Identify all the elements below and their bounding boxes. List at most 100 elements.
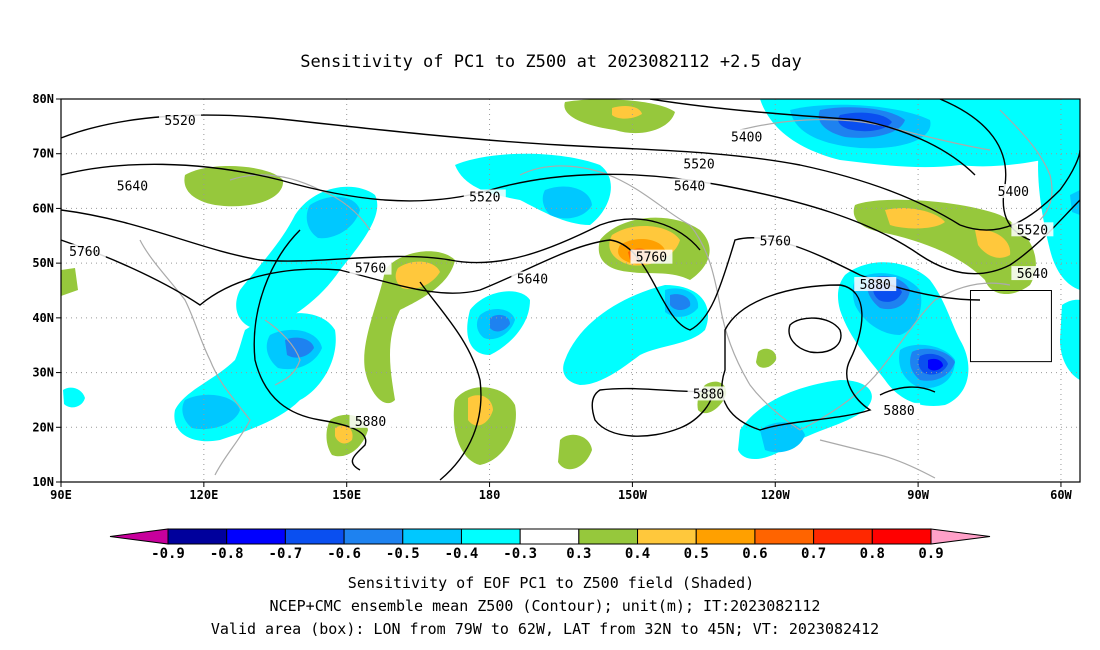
colorbar-bin xyxy=(284,528,345,545)
colorbar-label: 0.5 xyxy=(684,546,709,562)
contour-label-bg xyxy=(1011,266,1054,281)
lat-tick-label: 30N xyxy=(32,366,54,380)
contour-label-bg xyxy=(992,184,1035,199)
contour-5760 xyxy=(61,237,981,331)
contour-label: 5880 xyxy=(693,387,724,402)
contour-label-bg xyxy=(678,156,721,171)
shade-yellow-region xyxy=(335,425,353,444)
longitude-axis: 90E 120E 150E 180 150W 120W 90W 60W xyxy=(50,482,1073,502)
map-plot-area: 5520 5400 5520 5640 5640 5520 5400 5520 5760 5760… xyxy=(61,99,1080,482)
shade-blue-region xyxy=(306,196,360,239)
contour-5880-e xyxy=(788,317,842,354)
contour-label: 5640 xyxy=(1017,267,1048,282)
contour-label-bg xyxy=(511,271,554,286)
colorbar-bin xyxy=(754,528,815,545)
colorbar-label: -0.3 xyxy=(503,546,537,562)
colorbar-label: -0.9 xyxy=(151,546,185,562)
contour-label-bg xyxy=(349,260,392,275)
contour-5520 xyxy=(61,114,961,226)
coastline-north-america-west xyxy=(689,224,801,431)
contour-label-bg xyxy=(463,189,506,204)
lat-tick-label: 10N xyxy=(32,475,54,489)
colorbar-bin xyxy=(813,528,873,545)
contour-5880-c xyxy=(591,387,714,437)
coastline-east-asia xyxy=(139,239,251,476)
contour-label: 5640 xyxy=(117,180,148,195)
colorbar-bin xyxy=(402,528,462,545)
figure-title: Sensitivity of PC1 to Z500 at 2023082112… xyxy=(300,52,802,72)
lon-tick-label: 90E xyxy=(50,488,72,502)
coastline-north-america-east xyxy=(799,282,1011,431)
lon-tick-label: 120W xyxy=(761,488,791,502)
colorbar-bin xyxy=(578,528,639,545)
colorbar-right-arrow xyxy=(930,528,991,545)
shade-green-region xyxy=(364,251,455,404)
colorbar-bin xyxy=(226,528,286,545)
contour-5880-d xyxy=(721,284,872,431)
shade-lightblue-region xyxy=(63,387,85,408)
colorbar-label: 0.4 xyxy=(625,546,650,562)
lon-tick-label: 120E xyxy=(189,488,218,502)
shade-yellow-region xyxy=(395,261,440,290)
colorbar-label: 0.7 xyxy=(801,546,826,562)
contour-5400 xyxy=(649,99,976,176)
shade-yellow-region xyxy=(975,229,1011,258)
contour-label: 5520 xyxy=(1017,223,1048,238)
lon-tick-label: 150W xyxy=(618,488,648,502)
contour-label: 5520 xyxy=(164,114,195,129)
lat-tick-label: 80N xyxy=(32,92,54,106)
contour-label-bg xyxy=(159,112,202,127)
contour-label: 5400 xyxy=(731,130,762,145)
shade-blue-region xyxy=(542,186,592,219)
lat-tick-label: 40N xyxy=(32,311,54,325)
contour-label: 5880 xyxy=(860,278,891,293)
contour-label: 5520 xyxy=(469,190,500,205)
shade-lightblue-region xyxy=(1038,120,1080,290)
caption-line-1: Sensitivity of EOF PC1 to Z500 field (Sh… xyxy=(348,574,754,592)
contour-5880 xyxy=(253,229,367,471)
shade-blue-region xyxy=(182,394,240,430)
shade-deep-blue-region xyxy=(928,358,943,371)
lon-tick-label: 90W xyxy=(907,488,929,502)
colorbar-bin xyxy=(167,528,228,545)
shade-lightblue-region xyxy=(1060,299,1080,380)
contour-label-bg xyxy=(349,413,392,428)
contour-label: 5760 xyxy=(355,262,386,277)
contour-label: 5640 xyxy=(517,273,548,288)
colorbar-left-arrow xyxy=(109,528,169,545)
coastline-central-america xyxy=(819,439,936,479)
lon-tick-label: 150E xyxy=(332,488,361,502)
contour-label-bg xyxy=(63,244,106,259)
contour-label-bg xyxy=(668,178,711,193)
colorbar-bin xyxy=(871,528,932,545)
contour-5640 xyxy=(61,163,1080,275)
contour-5520-b xyxy=(959,149,1080,231)
contour-5880-f xyxy=(879,386,936,396)
shaded-sensitivity-field xyxy=(61,99,1080,470)
colorbar-label: -0.4 xyxy=(445,546,479,562)
colorbar-bin xyxy=(460,528,521,545)
colorbar-label: -0.7 xyxy=(269,546,303,562)
coastline-alaska xyxy=(519,165,691,226)
contour-label: 5760 xyxy=(69,245,100,260)
colorbar-labels: -0.9 -0.8 -0.7 -0.6 -0.5 -0.4 -0.3 0.3 0.4 0.5 0.6… xyxy=(151,546,944,562)
shade-deep-blue-region xyxy=(285,337,314,358)
colorbar xyxy=(109,528,991,545)
colorbar-label: 0.9 xyxy=(918,546,943,562)
contour-label: 5760 xyxy=(760,234,791,249)
lat-tick-label: 60N xyxy=(32,201,54,215)
colorbar-label: -0.6 xyxy=(327,546,361,562)
contour-label-bg xyxy=(854,277,897,292)
contour-label-bg xyxy=(754,233,797,248)
shade-deep-blue-region xyxy=(670,294,691,311)
z500-contours xyxy=(61,99,1080,481)
lon-tick-label: 60W xyxy=(1050,488,1072,502)
caption-line-2: NCEP+CMC ensemble mean Z500 (Contour); u… xyxy=(270,597,821,615)
contour-label: 5400 xyxy=(998,185,1029,200)
coastlines xyxy=(139,109,1053,479)
shade-deep-blue-region xyxy=(490,314,510,332)
colorbar-label: 0.3 xyxy=(566,546,591,562)
shade-green-region xyxy=(61,268,78,296)
contour-labels: 5520 5400 5520 5640 5640 5520 5400 5520 5760 5760… xyxy=(63,112,1054,430)
